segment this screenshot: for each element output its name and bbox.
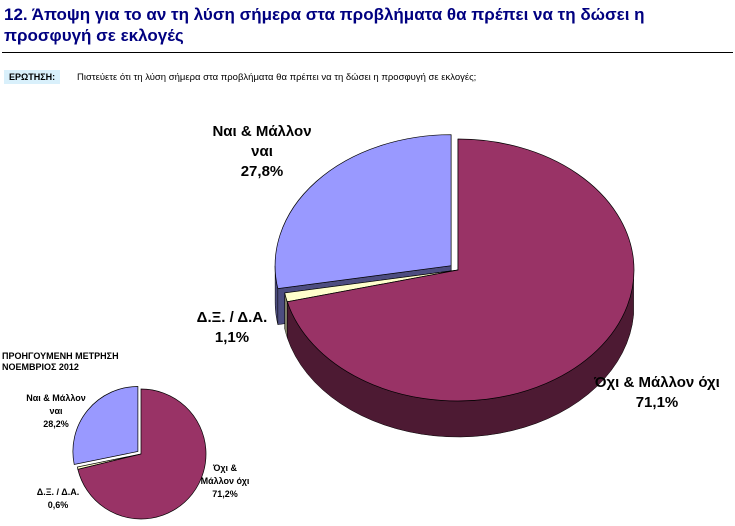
category-label: Όχι & Μάλλον όχι [200, 463, 250, 486]
question-label: ΕΡΩΤΗΣΗ: [4, 70, 61, 84]
pie-slice [274, 134, 452, 290]
category-label: Δ.Ξ. / Δ.Α. [36, 487, 80, 497]
page-title: 12. Άποψη για το αν τη λύση σήμερα στα π… [4, 5, 645, 45]
slice-label: Ναι & Μάλλον ναι 28,2% [26, 392, 86, 431]
pie-slice [72, 386, 139, 465]
chart-title: ΠΡΟΗΓΟΥΜΕΝΗ ΜΕΤΡΗΣΗ ΝΟΕΜΒΡΙΟΣ 2012 [2, 351, 119, 372]
pie-slice [77, 388, 207, 520]
value-label: 0,6% [47, 500, 69, 510]
question-text: Πιστεύετε ότι τη λύση σήμερα στα προβλήμ… [77, 72, 477, 83]
pie-slice [286, 138, 635, 402]
slice-label: Όχι & Μάλλον όχι 71,1% [587, 373, 727, 413]
slice-label: Όχι & Μάλλον όχι 71,2% [195, 462, 255, 501]
slice-label: Δ.Ξ. / Δ.Α. 1,1% [187, 308, 277, 348]
slice-label: Δ.Ξ. / Δ.Α. 0,6% [18, 486, 98, 512]
value-label: 27,8% [240, 163, 284, 180]
category-label: Δ.Ξ. / Δ.Α. [196, 309, 268, 326]
value-label: 28,2% [43, 419, 69, 429]
category-label: Ναι & Μάλλον ναι [212, 123, 312, 160]
slice-label: Ναι & Μάλλον ναι 27,8% [202, 122, 322, 182]
category-label: Όχι & Μάλλον όχι [594, 374, 720, 391]
value-label: 71,2% [212, 489, 238, 499]
value-label: 71,1% [635, 394, 679, 411]
category-label: Ναι & Μάλλον ναι [26, 393, 86, 416]
value-label: 1,1% [214, 329, 250, 346]
title-rule [2, 52, 733, 53]
